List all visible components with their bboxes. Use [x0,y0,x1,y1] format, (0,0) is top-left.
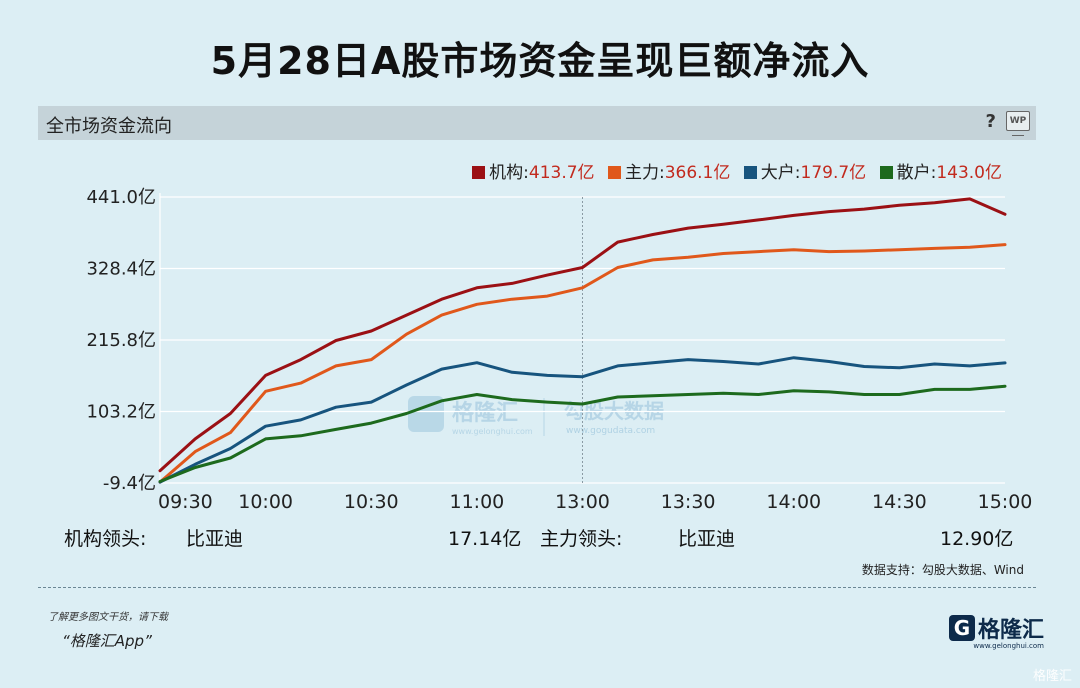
x-tick-label: 14:30 [872,491,927,513]
x-tick-label: 10:00 [238,491,293,513]
legend-value: 179.7亿 [800,163,867,183]
legend-separator: : [930,163,937,183]
legend-item-retail[interactable]: 散户:143.0亿 [879,158,1002,183]
series-line-3 [158,384,1007,483]
y-tick-label: 441.0亿 [86,187,156,208]
logo-mark-icon: G [948,615,975,641]
chart-legend: 机构:413.7亿 主力:366.1亿 大户:179.7亿 散户:143.0亿 [464,158,1002,183]
y-tick-label: -9.4亿 [103,473,156,494]
legend-separator: : [523,163,529,183]
x-tick-label: 09:30 [158,491,213,513]
main-leader-value: 12.90亿 [940,528,1014,550]
logo-text: 格隆汇 [977,618,1044,643]
brand-logo: G 格隆汇 www.gelonghui.com [948,612,1044,650]
watermark-side-sub: www.gogudata.com [566,426,655,436]
y-axis: -9.4亿 103.2亿 215.8亿 328.4亿 441.0亿 [86,187,156,494]
inst-leader-label: 机构领头: [64,528,147,550]
x-tick-label: 13:30 [661,491,716,513]
main-leader-name[interactable]: 比亚迪 [678,528,736,550]
x-tick-label: 13:00 [555,491,610,513]
legend-item-large[interactable]: 大户:179.7亿 [743,158,867,183]
legend-value: 143.0亿 [936,163,1002,183]
legend-name: 主力 [624,163,659,183]
y-tick-label: 103.2亿 [86,402,156,423]
x-tick-label: 14:00 [766,491,821,513]
series-line-1 [158,243,1007,484]
legend-item-main[interactable]: 主力:366.1亿 [607,158,731,183]
legend-swatch [743,166,757,179]
x-axis: 09:30 10:00 10:30 11:00 13:00 13:30 14:00 14:30… [158,491,1032,513]
wp-icon[interactable]: WP [1006,111,1030,136]
watermark-logo-text: 格隆汇 [452,400,518,426]
legend-value: 413.7亿 [528,163,595,183]
legend-value: 366.1亿 [664,163,731,183]
y-tick-label: 215.8亿 [86,330,156,351]
panel-header: 全市场资金流向 ? WP [38,106,1036,140]
series-line-2 [158,356,1007,484]
legend-item-inst[interactable]: 机构:413.7亿 [472,158,595,183]
legend-swatch [472,166,486,179]
x-tick-label: 11:00 [449,491,504,513]
page-title: 5月28日A股市场资金呈现巨额净流入 [210,39,870,83]
legend-name: 散户 [896,163,931,183]
chart-gridlines [159,193,1005,484]
watermark-logo-sub: www.gelonghui.com [452,427,533,436]
x-tick-label: 15:00 [978,491,1033,513]
legend-separator: : [794,163,801,183]
corner-watermark: 格隆汇 [1032,669,1072,684]
footer-app-name[interactable]: “格隆汇App” [62,632,152,650]
divider [38,587,1036,588]
help-icon[interactable]: ? [985,111,996,132]
panel-title: 全市场资金流向 [46,116,172,137]
legend-name: 大户 [760,163,795,183]
inst-leader-value: 17.14亿 [448,528,522,550]
x-tick-label: 10:30 [344,491,399,513]
legend-name: 机构 [489,163,524,183]
data-source: 数据支持：勾股大数据、Wind [861,563,1024,577]
y-tick-label: 328.4亿 [86,259,156,280]
series-line-0 [158,197,1007,473]
legend-swatch [607,166,621,179]
logo-url: www.gelonghui.com [973,642,1044,650]
chart-series [158,197,1007,484]
inst-leader-name[interactable]: 比亚迪 [186,528,244,550]
watermark-logo-mark [408,396,444,432]
footer-note: 了解更多图文干货，请下载 [48,612,168,623]
legend-separator: : [658,163,665,183]
legend-swatch [879,166,893,179]
main-leader-label: 主力领头: [540,528,623,550]
